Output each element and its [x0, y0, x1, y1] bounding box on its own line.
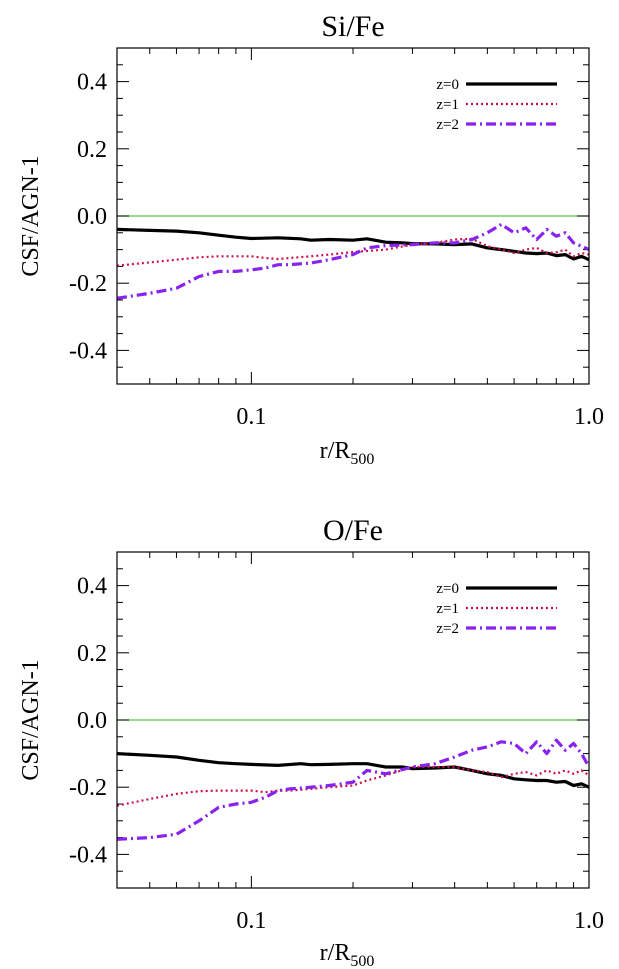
- chart-title: Si/Fe: [321, 10, 384, 43]
- x-tick-label: 1.0: [574, 908, 604, 934]
- y-axis-label: CSF/AGN-1: [18, 659, 44, 780]
- y-tick-label: 0.4: [77, 70, 107, 96]
- x-axis-label-subscript: 500: [350, 953, 374, 969]
- y-tick-label: -0.4: [69, 842, 107, 868]
- plot-frame: [116, 47, 590, 385]
- x-tick-label: 0.1: [236, 404, 266, 430]
- x-axis-label: r/R500: [320, 438, 375, 468]
- chart-panel: Si/Fe -0.4 -0.2 0.0 0.2 0.4 0.1 1.0 z=0 z=1 z=2 r/R…: [18, 10, 604, 468]
- x-tick-label: 0.1: [236, 908, 266, 934]
- y-tick-label: -0.2: [69, 271, 107, 297]
- legend-label: z=0: [436, 581, 459, 597]
- legend-label: z=0: [436, 77, 459, 93]
- legend-label: z=1: [436, 601, 459, 617]
- y-tick-label: -0.4: [69, 338, 107, 364]
- chart-panel: O/Fe -0.4 -0.2 0.0 0.2 0.4 0.1 1.0 z=0 z=1 z=2 r/R5…: [18, 514, 604, 969]
- plot-frame: [116, 551, 590, 889]
- y-tick-label: 0.4: [77, 574, 107, 600]
- x-axis-label-subscript: 500: [350, 451, 374, 468]
- series-line-z1: [117, 237, 589, 267]
- legend-label: z=2: [436, 117, 459, 133]
- legend-label: z=2: [436, 621, 459, 637]
- y-tick-label: 0.2: [77, 137, 107, 163]
- x-axis-label-main: r/R: [320, 940, 351, 966]
- y-tick-label: -0.2: [69, 775, 107, 801]
- legend-label: z=1: [436, 97, 459, 113]
- x-axis-label: r/R500: [320, 940, 375, 969]
- series-line-z2: [117, 738, 589, 841]
- x-axis-label-main: r/R: [320, 438, 351, 464]
- y-axis-label: CSF/AGN-1: [18, 155, 44, 276]
- y-tick-label: 0.0: [77, 204, 107, 230]
- series-line-z2: [117, 222, 589, 300]
- x-tick-label: 1.0: [574, 404, 604, 430]
- y-tick-label: 0.0: [77, 708, 107, 734]
- chart-title: O/Fe: [323, 514, 383, 547]
- series-line-z0: [117, 227, 589, 262]
- series-line-z1: [117, 765, 589, 807]
- y-tick-label: 0.2: [77, 641, 107, 667]
